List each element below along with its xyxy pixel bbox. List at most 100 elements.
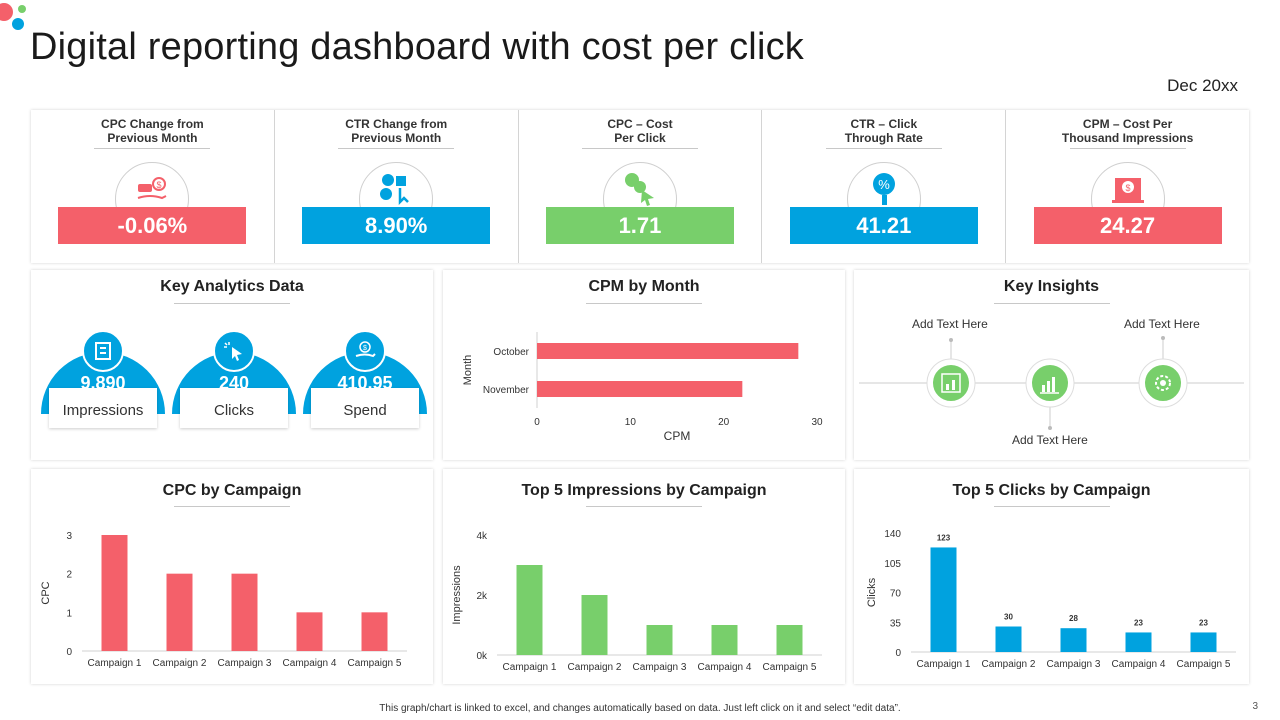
svg-text:%: % bbox=[878, 177, 890, 192]
metric-icon-circle: $ bbox=[344, 330, 386, 372]
dollar-monitor-icon: $ bbox=[1111, 178, 1144, 203]
brand-logo bbox=[0, 3, 26, 30]
bar bbox=[1125, 632, 1152, 652]
data-label: 23 bbox=[1199, 618, 1208, 627]
chart-title: CPM by Month bbox=[588, 278, 700, 295]
tick-label: 10 bbox=[625, 417, 637, 428]
divider bbox=[174, 303, 290, 304]
dollar-cursor-icon bbox=[624, 173, 654, 206]
section-title: Key Insights bbox=[1003, 278, 1100, 295]
category-label: Campaign 4 bbox=[1112, 659, 1166, 670]
category-label: Campaign 5 bbox=[1177, 659, 1231, 670]
money-hand-icon: $ bbox=[355, 341, 376, 358]
tick-label: 0 bbox=[66, 647, 72, 658]
category-label: Campaign 1 bbox=[88, 658, 142, 669]
metric-icon-circle bbox=[213, 330, 255, 372]
clicks-by-campaign-panel: Top 5 Clicks by Campaign 0 35 70 105 140 Camp… bbox=[854, 469, 1249, 684]
section-title: Key Analytics Data bbox=[160, 278, 304, 295]
kpi-cpc: CPC – Cost Per Click 1.71 bbox=[519, 110, 763, 263]
metric-clicks: 240 Clicks bbox=[172, 330, 296, 440]
svg-text:$: $ bbox=[1125, 183, 1130, 193]
y-axis-label: CPC bbox=[40, 581, 52, 604]
kpi-value: 41.21 bbox=[789, 207, 978, 244]
divider bbox=[586, 303, 702, 304]
kpi-label: CPC Change from Previous Month bbox=[101, 117, 204, 145]
tick-label: 140 bbox=[884, 529, 901, 540]
cpc-by-campaign-panel: CPC by Campaign 0 1 2 3 Campaign 1 Campaign 2… bbox=[31, 469, 433, 684]
impressions-by-campaign-panel: Top 5 Impressions by Campaign 0k 2k 4k Camp… bbox=[443, 469, 845, 684]
bar bbox=[231, 573, 258, 651]
bar bbox=[296, 612, 323, 651]
x-axis-label: CPM bbox=[664, 429, 691, 443]
page-number: 3 bbox=[1252, 701, 1258, 712]
bar bbox=[776, 625, 803, 655]
kpi-ctr: CTR – Click Through Rate % 41.21 bbox=[762, 110, 1007, 263]
kpi-label: CTR Change from Previous Month bbox=[345, 117, 448, 145]
category-label: October bbox=[493, 347, 529, 358]
category-label: Campaign 2 bbox=[568, 662, 622, 673]
divider bbox=[94, 148, 211, 149]
bar bbox=[516, 565, 543, 655]
bar bbox=[361, 612, 388, 651]
metric-card bbox=[311, 388, 419, 428]
tick-label: 0k bbox=[476, 651, 488, 662]
category-label: Campaign 3 bbox=[1047, 659, 1101, 670]
data-label: 123 bbox=[937, 533, 951, 542]
tick-label: 0 bbox=[534, 417, 540, 428]
y-axis-label: Month bbox=[462, 355, 474, 386]
data-label: 28 bbox=[1069, 614, 1078, 623]
category-label: Campaign 2 bbox=[982, 659, 1036, 670]
tick-label: 105 bbox=[884, 559, 901, 570]
category-label: Campaign 4 bbox=[698, 662, 752, 673]
coins-click-icon bbox=[380, 174, 410, 206]
bar bbox=[995, 626, 1022, 652]
kpi-label: CTR – Click Through Rate bbox=[844, 117, 923, 145]
divider bbox=[581, 148, 698, 149]
cursor-click-icon bbox=[224, 342, 242, 361]
bar bbox=[930, 547, 957, 652]
kpi-value: 1.71 bbox=[545, 207, 734, 244]
money-hand-icon: $ bbox=[138, 177, 167, 200]
chart-growth-icon bbox=[941, 373, 961, 393]
divider bbox=[1069, 148, 1186, 149]
tick-label: 35 bbox=[890, 618, 902, 629]
bar bbox=[537, 343, 799, 359]
data-label: 23 bbox=[1134, 618, 1143, 627]
bar bbox=[646, 625, 673, 655]
y-axis-label: Impressions bbox=[451, 565, 463, 625]
divider bbox=[825, 148, 942, 149]
kpi-label: CPC – Cost Per Click bbox=[607, 117, 673, 145]
svg-text:$: $ bbox=[157, 180, 162, 190]
bar bbox=[537, 381, 743, 397]
kpi-cpm: CPM – Cost Per Thousand Impressions $ 24… bbox=[1006, 110, 1249, 263]
y-axis-label: Clicks bbox=[866, 577, 878, 607]
kpi-label: CPM – Cost Per Thousand Impressions bbox=[1061, 117, 1194, 145]
kpi-value: -0.06% bbox=[58, 207, 247, 244]
clicks-by-campaign-chart: 0 35 70 105 140 Campaign 1 123 Campaign 2 30 Camp… bbox=[866, 529, 1236, 670]
cpm-by-month-chart: October November 0 10 20 30 CPM Month bbox=[462, 332, 823, 443]
chart-title: CPC by Campaign bbox=[162, 482, 302, 499]
tick-label: 70 bbox=[890, 589, 902, 600]
insight-text: Add Text Here bbox=[1124, 317, 1200, 331]
tick-label: 2 bbox=[66, 570, 72, 581]
divider bbox=[586, 506, 702, 507]
category-label: Campaign 5 bbox=[763, 662, 817, 673]
metric-label: Impressions bbox=[62, 402, 144, 419]
tick-label: 20 bbox=[718, 417, 730, 428]
metric-impressions: 9,890 Impressions bbox=[41, 330, 165, 440]
divider bbox=[174, 506, 290, 507]
category-label: Campaign 4 bbox=[283, 658, 337, 669]
report-date: Dec 20xx bbox=[1167, 76, 1238, 95]
category-label: Campaign 1 bbox=[503, 662, 557, 673]
gear-icon bbox=[1155, 375, 1171, 391]
footer-note: This graph/chart is linked to excel, and… bbox=[379, 703, 901, 714]
tick-label: 1 bbox=[66, 608, 72, 619]
bar bbox=[711, 625, 738, 655]
metric-spend: $ 410.95 Spend bbox=[303, 330, 427, 440]
insight-text: Add Text Here bbox=[1012, 433, 1088, 447]
category-label: Campaign 2 bbox=[153, 658, 207, 669]
bar bbox=[1060, 628, 1087, 652]
bar bbox=[581, 595, 608, 655]
metric-label: Spend bbox=[343, 402, 387, 419]
key-analytics-panel: Key Analytics Data 9,890 Impressions 240 bbox=[31, 270, 433, 460]
